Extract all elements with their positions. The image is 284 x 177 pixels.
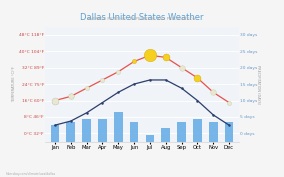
Bar (130, 122, 138, 142)
Bar (177, 122, 186, 142)
Bar (66, 122, 75, 142)
Text: hikersbay.com/climate/usa/dallas: hikersbay.com/climate/usa/dallas (6, 172, 56, 176)
Bar (51, 125, 59, 142)
Bar (114, 112, 123, 142)
Bar (146, 135, 154, 142)
Bar (193, 119, 202, 142)
Y-axis label: PRECIPITATION (DAYS): PRECIPITATION (DAYS) (256, 64, 260, 104)
Y-axis label: TEMPERATURE °C/°F: TEMPERATURE °C/°F (12, 66, 16, 102)
Bar (98, 119, 107, 142)
Title: Dallas United States Weather: Dallas United States Weather (80, 13, 204, 22)
Bar (82, 119, 91, 142)
Bar (209, 122, 218, 142)
Bar (225, 122, 233, 142)
Text: AVERAGE MONTHLY TEMPERATURE AND PRECIPITATION: AVERAGE MONTHLY TEMPERATURE AND PRECIPIT… (88, 17, 196, 21)
Bar (161, 129, 170, 142)
